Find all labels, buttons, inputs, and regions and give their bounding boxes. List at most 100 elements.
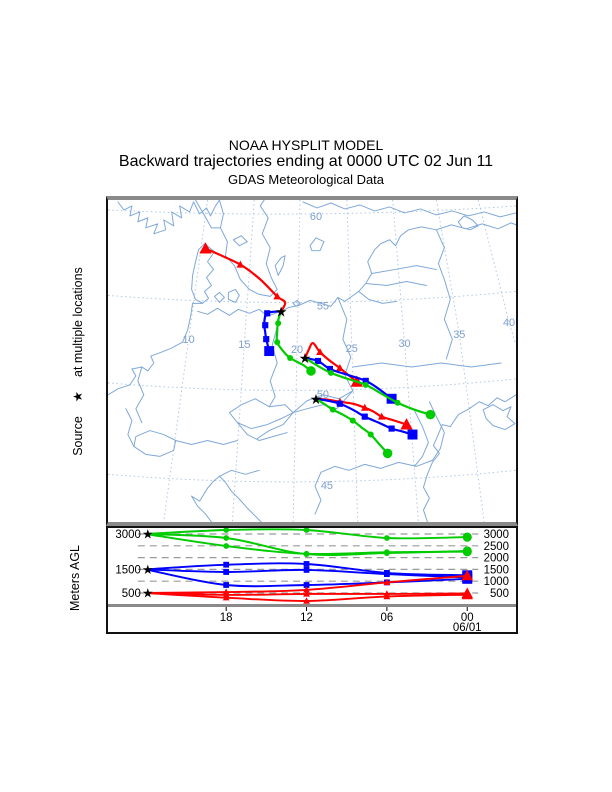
circle-marker bbox=[383, 549, 390, 556]
triangle-marker bbox=[273, 292, 281, 300]
profile-left-labels: 3000 1500 500 bbox=[115, 529, 140, 600]
map-outline bbox=[232, 235, 248, 247]
triangle-marker bbox=[383, 592, 391, 600]
right-axis-label: 2500 bbox=[484, 541, 509, 553]
locations-label: at multiple locations bbox=[70, 266, 85, 377]
square-marker bbox=[263, 336, 270, 343]
map-outline bbox=[133, 430, 177, 457]
triangle-marker bbox=[377, 412, 386, 420]
circle-marker bbox=[329, 406, 336, 413]
circle-marker bbox=[425, 409, 436, 420]
right-axis-label: 1000 bbox=[484, 576, 509, 588]
circle-marker bbox=[362, 381, 369, 388]
circle-marker bbox=[382, 448, 393, 459]
circle-marker bbox=[327, 369, 334, 376]
triangle-marker bbox=[303, 597, 310, 604]
map-outline bbox=[309, 237, 325, 252]
map-outline bbox=[292, 390, 354, 414]
circle-marker bbox=[275, 320, 282, 327]
square-marker bbox=[407, 429, 418, 440]
meridian-line bbox=[163, 200, 209, 522]
lat-label: 55 bbox=[317, 300, 329, 312]
profile-series bbox=[145, 528, 473, 604]
lat-label: 45 bbox=[321, 480, 333, 492]
map-outline bbox=[228, 398, 294, 430]
lon-label: 40 bbox=[503, 317, 515, 329]
lon-label: 20 bbox=[291, 344, 303, 356]
trajectories bbox=[199, 242, 436, 459]
model-title: NOAA HYSPLIT MODEL bbox=[228, 137, 384, 153]
map-outline bbox=[302, 201, 516, 218]
right-axis-label: 3000 bbox=[484, 529, 509, 541]
square-marker bbox=[336, 400, 343, 407]
map-outline bbox=[365, 280, 427, 286]
map-outline bbox=[274, 255, 286, 277]
profile-axis-label: Meters AGL bbox=[62, 522, 88, 634]
met-data-subtitle: GDAS Meteorological Data bbox=[227, 172, 385, 187]
height-profile-panel: 3000 1500 500 ★ ★ ★ 3000 2500 2000 1500 1000 500 18 1… bbox=[106, 526, 518, 634]
square-marker bbox=[223, 561, 230, 568]
map-outline bbox=[314, 471, 322, 515]
map-outline bbox=[117, 201, 195, 235]
circle-marker bbox=[349, 417, 356, 424]
circle-marker bbox=[223, 528, 230, 533]
triangle-marker bbox=[303, 586, 310, 593]
source-star-icon: ★ bbox=[275, 304, 287, 320]
triangle-marker bbox=[461, 569, 473, 581]
map-outline bbox=[435, 229, 445, 281]
circle-marker bbox=[306, 366, 316, 376]
left-axis-label: 1500 bbox=[115, 564, 140, 576]
lon-label: 25 bbox=[346, 343, 358, 355]
source-star-icon: ★ bbox=[310, 392, 322, 408]
lon-label: 35 bbox=[453, 329, 465, 341]
meters-agl-label: Meters AGL bbox=[68, 545, 82, 611]
square-marker bbox=[383, 571, 390, 577]
map-outline bbox=[218, 200, 278, 297]
map-outline bbox=[371, 265, 437, 275]
meridian-line bbox=[346, 200, 359, 522]
source-star-icon: ★ bbox=[142, 563, 154, 578]
map-outline bbox=[175, 440, 238, 445]
circle-marker bbox=[383, 535, 390, 541]
map-outline bbox=[191, 495, 212, 522]
map-outline bbox=[207, 475, 262, 522]
square-marker bbox=[262, 322, 269, 329]
circle-marker bbox=[462, 547, 472, 557]
axis-separator-line bbox=[108, 604, 516, 607]
left-axis-label: 500 bbox=[122, 588, 141, 600]
map-outline bbox=[125, 408, 135, 447]
square-marker bbox=[362, 377, 369, 384]
square-marker bbox=[264, 346, 275, 357]
triangle-marker bbox=[400, 418, 413, 430]
right-axis-label: 500 bbox=[490, 588, 509, 600]
square-marker bbox=[388, 425, 395, 432]
square-marker bbox=[223, 569, 230, 575]
circle-marker bbox=[367, 431, 374, 438]
meridian-line bbox=[477, 200, 516, 346]
map-outline bbox=[108, 302, 194, 396]
map-side-label: Source ★ at multiple locations bbox=[62, 196, 92, 526]
square-marker bbox=[303, 582, 310, 588]
map-outline bbox=[320, 459, 433, 473]
circle-marker bbox=[394, 399, 401, 406]
source-star-icon: ★ bbox=[142, 587, 154, 602]
x-date-label: 06/01 bbox=[453, 622, 482, 632]
map-outline bbox=[358, 290, 398, 304]
lon-label: 15 bbox=[238, 339, 250, 351]
triangle-marker bbox=[236, 260, 245, 268]
circle-marker bbox=[287, 355, 294, 361]
triangle-marker bbox=[383, 578, 391, 586]
source-star-icon: ★ bbox=[299, 351, 311, 367]
map-outline bbox=[197, 222, 516, 317]
parallel-line bbox=[108, 378, 516, 391]
triangle-marker bbox=[199, 242, 212, 254]
map-outline bbox=[195, 200, 221, 229]
lat-label: 60 bbox=[310, 211, 322, 223]
circle-marker bbox=[462, 532, 472, 542]
circle-marker bbox=[274, 339, 281, 346]
